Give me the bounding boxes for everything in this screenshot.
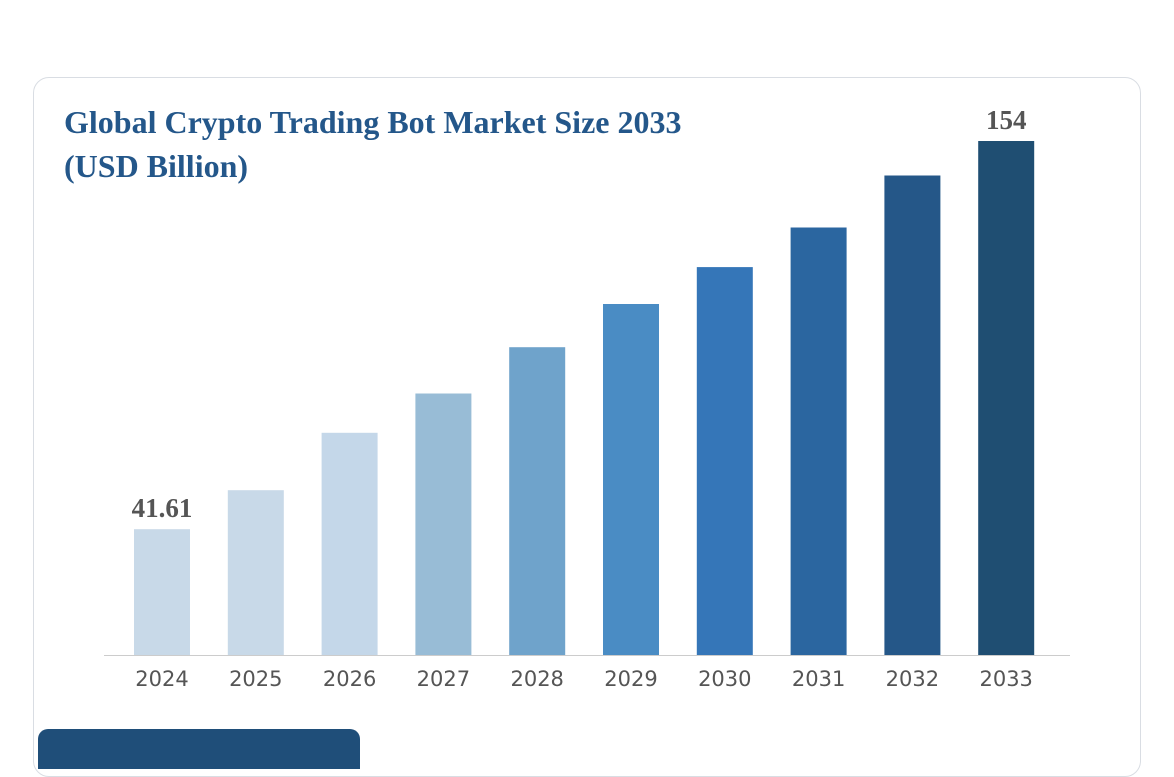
data-label-2024: 41.61 — [132, 493, 193, 523]
data-label-2033: 154 — [986, 105, 1027, 135]
bar-2030 — [696, 267, 753, 655]
x-tick-label-2025: 2025 — [229, 667, 282, 691]
x-tick-label-2032: 2032 — [886, 667, 939, 691]
chart-card — [33, 77, 1141, 777]
chart-title: Global Crypto Trading Bot Market Size 20… — [64, 104, 682, 184]
x-tick-label-2024: 2024 — [135, 667, 188, 691]
x-tick-label-2029: 2029 — [604, 667, 657, 691]
bar-2032 — [884, 175, 941, 655]
x-tick-label-2027: 2027 — [417, 667, 470, 691]
bar-2026 — [321, 432, 378, 655]
bar-2025 — [227, 490, 284, 655]
x-tick-label-2033: 2033 — [979, 667, 1032, 691]
bar-2028 — [509, 347, 566, 655]
bar-2029 — [603, 304, 659, 655]
bar-chart: 2024 2025 2026 2027 2028 2029 2030 2031 2032 2033… — [104, 105, 1070, 691]
x-tick-label-2031: 2031 — [792, 667, 845, 691]
bottom-tab[interactable] — [38, 729, 360, 769]
x-tick-label-2030: 2030 — [698, 667, 751, 691]
x-tick-label-2028: 2028 — [510, 667, 563, 691]
bar-2033 — [978, 141, 1035, 655]
x-tick-label-2026: 2026 — [323, 667, 376, 691]
bar-2024 — [134, 529, 190, 655]
bar-2031 — [790, 227, 847, 655]
bar-2027 — [415, 393, 472, 655]
